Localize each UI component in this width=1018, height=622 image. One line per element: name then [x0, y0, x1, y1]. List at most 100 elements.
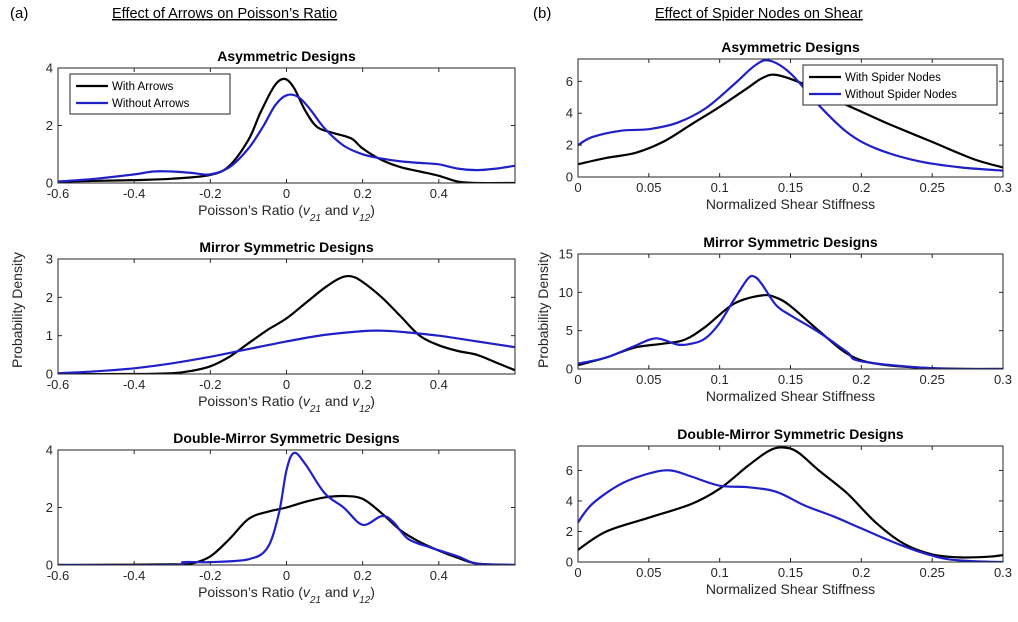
plot-panel-5: 0 0.05 0.1 0.15 0.2 0.25 0.3 0 5 10 15 Mirror Symme…	[559, 234, 1013, 404]
y-tick-label: 1	[46, 328, 53, 343]
x-tick-label: 0.15	[778, 565, 803, 580]
x-tick-label: -0.4	[123, 568, 145, 583]
x-tick-label: 0	[574, 180, 581, 195]
panel-b-tag: (b)	[533, 5, 551, 22]
x-tick-label: 0	[283, 568, 290, 583]
series-line-with	[58, 494, 515, 565]
x-tick-label: 0.1	[711, 180, 729, 195]
x-tick-label: 0.2	[354, 568, 372, 583]
x-tick-label: 0.1	[711, 565, 729, 580]
plot-axes-box	[57, 258, 516, 375]
plot-title: Mirror Symmetric Designs	[703, 234, 877, 250]
x-tick-label: -0.6	[47, 568, 69, 583]
y-axis-label-b: Probability Density	[535, 252, 551, 368]
legend-label-with: With Spider Nodes	[845, 72, 941, 84]
x-tick-label: 0.25	[920, 372, 945, 387]
series-line-without	[578, 469, 1003, 562]
y-tick-label: 4	[46, 443, 53, 458]
panel-a-title: Effect of Arrows on Poisson’s Ratio	[112, 6, 337, 22]
x-tick-label: -0.4	[123, 186, 145, 201]
y-tick-label: 2	[46, 500, 53, 515]
x-tick-label: -0.6	[47, 377, 69, 392]
x-tick-label: -0.2	[199, 186, 221, 201]
series-line-without	[58, 329, 515, 374]
x-axis-label: Poisson’s Ratio (v21​ and v12​)	[198, 393, 375, 415]
plot-axes-box	[577, 445, 1004, 563]
plot-title: Asymmetric Designs	[721, 39, 860, 55]
plot-title: Double-Mirror Symmetric Designs	[173, 430, 400, 446]
series-line-with	[578, 73, 1003, 169]
x-tick-label: 0.25	[920, 180, 945, 195]
legend: With Spider Nodes Without Spider Nodes	[802, 64, 998, 106]
x-tick-label: 0.4	[430, 377, 448, 392]
y-tick-label: 0	[566, 555, 573, 570]
y-tick-label: 0	[566, 170, 573, 185]
x-tick-label: 0.2	[852, 565, 870, 580]
x-tick-label: 0.2	[354, 186, 372, 201]
series-line-without	[58, 93, 515, 183]
y-axis-label-a: Probability Density	[9, 252, 25, 368]
plot-title: Mirror Symmetric Designs	[199, 239, 373, 255]
y-tick-label: 0	[46, 176, 53, 191]
plot-title: Asymmetric Designs	[217, 48, 356, 64]
legend-box	[802, 64, 998, 106]
series-line-with	[578, 293, 1003, 369]
series-line-without	[578, 274, 1003, 369]
legend-label-without: Without Arrows	[112, 98, 190, 110]
x-axis-label: Normalized Shear Stiffness	[706, 581, 875, 597]
x-axis-label: Normalized Shear Stiffness	[706, 196, 875, 212]
plot-panel-6: 0 0.05 0.1 0.15 0.2 0.25 0.3 0 2 4 6 Double-Mirror …	[566, 426, 1012, 597]
legend: With Arrows Without Arrows	[69, 73, 231, 115]
legend-label-with: With Arrows	[112, 81, 174, 93]
x-axis-label: Normalized Shear Stiffness	[706, 388, 875, 404]
x-tick-label: 0.3	[994, 180, 1012, 195]
x-tick-label: 0.25	[920, 565, 945, 580]
y-tick-label: 2	[46, 118, 53, 133]
x-tick-label: 0.15	[778, 372, 803, 387]
x-tick-label: -0.6	[47, 186, 69, 201]
x-tick-label: 0.4	[430, 568, 448, 583]
plot-title: Double-Mirror Symmetric Designs	[677, 426, 904, 442]
y-tick-label: 10	[559, 285, 573, 300]
x-tick-label: -0.4	[123, 377, 145, 392]
x-tick-label: 0.3	[994, 372, 1012, 387]
plot-panel-2: -0.6 -0.4 -0.2 0 0.2 0.4 0 1 2 3 Mirror Symmetric …	[46, 239, 516, 415]
panel-b-title: Effect of Spider Nodes on Shear	[655, 6, 863, 22]
y-tick-label: 3	[46, 252, 53, 267]
y-tick-label: 2	[566, 524, 573, 539]
y-tick-label: 0	[566, 362, 573, 377]
y-tick-label: 2	[566, 138, 573, 153]
x-tick-label: 0.05	[636, 372, 661, 387]
legend-box	[69, 73, 231, 115]
series-line-without	[578, 59, 1003, 172]
y-tick-label: 2	[46, 290, 53, 305]
y-tick-label: 6	[566, 74, 573, 89]
plot-axes-box	[577, 253, 1004, 370]
y-tick-label: 6	[566, 463, 573, 478]
series-line-without	[58, 451, 515, 565]
y-tick-label: 4	[566, 493, 573, 508]
y-tick-label: 5	[566, 323, 573, 338]
y-tick-label: 4	[566, 106, 573, 121]
plot-panels: -0.6 -0.4 -0.2 0 0.2 0.4 0 2 4 Asymmetric Designs…	[46, 39, 1012, 606]
x-tick-label: 0.15	[778, 180, 803, 195]
y-tick-label: 15	[559, 247, 573, 262]
x-tick-label: 0.05	[636, 565, 661, 580]
plot-panel-3: -0.6 -0.4 -0.2 0 0.2 0.4 0 2 4 Double-Mirror Symm…	[46, 430, 516, 606]
plot-panel-4: 0 0.05 0.1 0.15 0.2 0.25 0.3 0 2 4 6 Asymmetric Des…	[566, 39, 1012, 212]
x-axis-label: Poisson’s Ratio (v21​ and v12​)	[198, 202, 375, 224]
x-tick-label: 0.1	[711, 372, 729, 387]
x-tick-label: 0.2	[852, 180, 870, 195]
legend-label-without: Without Spider Nodes	[845, 89, 957, 101]
panel-a-tag: (a)	[10, 5, 28, 22]
x-tick-label: 0.2	[354, 377, 372, 392]
series-line-with	[578, 446, 1003, 559]
x-tick-label: -0.2	[199, 377, 221, 392]
x-tick-label: 0.3	[994, 565, 1012, 580]
x-tick-label: 0.4	[430, 186, 448, 201]
x-tick-label: 0	[283, 186, 290, 201]
x-axis-label: Poisson’s Ratio (v21​ and v12​)	[198, 584, 375, 606]
x-tick-label: 0	[574, 372, 581, 387]
x-tick-label: -0.2	[199, 568, 221, 583]
